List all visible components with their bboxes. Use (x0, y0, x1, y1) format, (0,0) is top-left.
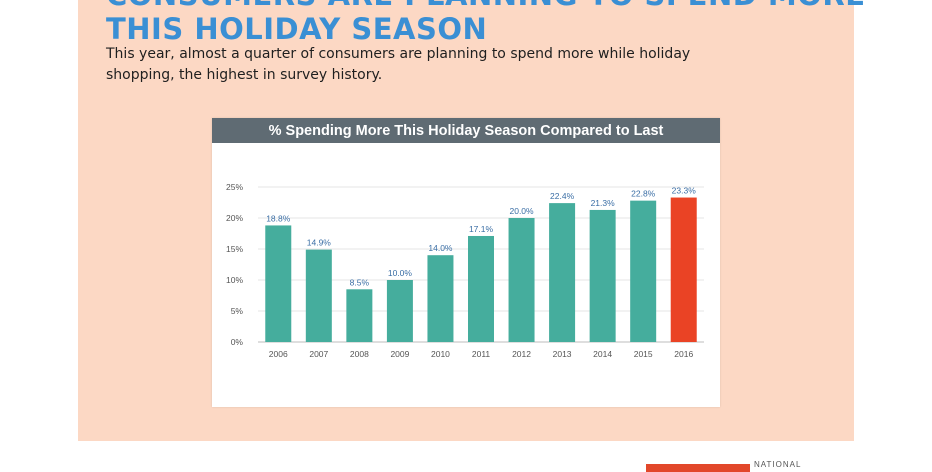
bar-2007 (305, 249, 332, 342)
y-tick-label: 5% (231, 306, 244, 316)
x-tick-label: 2016 (674, 349, 693, 359)
bar-2006 (265, 225, 292, 342)
bar-2015 (630, 200, 657, 342)
data-label: 17.1% (469, 224, 494, 234)
bar-2012 (508, 218, 535, 342)
subtitle: This year, almost a quarter of consumers… (106, 46, 691, 83)
chart-card: % Spending More This Holiday Season Comp… (212, 118, 720, 407)
x-tick-label: 2006 (269, 349, 288, 359)
y-tick-label: 20% (226, 213, 243, 223)
x-tick-label: 2011 (472, 349, 491, 359)
data-label: 22.4% (550, 191, 575, 201)
bar-2014 (589, 209, 616, 342)
x-tick-label: 2009 (390, 349, 409, 359)
data-label: 10.0% (388, 268, 413, 278)
data-label: 14.9% (307, 238, 332, 248)
bar-chart: 0% 5% 10% 15% 20% 25% 18.8% 2006 14.9% 2007 8.5% 20… (226, 182, 704, 359)
nrf-logo: NATIONAL (646, 460, 816, 472)
data-label: 18.8% (266, 213, 291, 223)
bar-2008 (346, 289, 373, 342)
bar-2009 (386, 280, 413, 342)
y-tick-label: 0% (231, 337, 244, 347)
bar-2011 (468, 235, 494, 342)
bar-2016 (670, 197, 697, 342)
data-label: 14.0% (428, 243, 453, 253)
logo-text: NATIONAL (754, 460, 802, 469)
x-tick-label: 2014 (593, 349, 612, 359)
chart-title: % Spending More This Holiday Season Comp… (212, 118, 720, 143)
y-tick-label: 15% (226, 244, 243, 254)
x-tick-label: 2008 (350, 349, 369, 359)
logo-mark (646, 464, 750, 472)
x-tick-label: 2012 (512, 349, 531, 359)
headline-line-2: THIS HOLIDAY SEASON (106, 12, 488, 46)
data-label: 21.3% (591, 198, 616, 208)
bar-2010 (427, 255, 454, 342)
y-tick-label: 25% (226, 182, 243, 192)
x-tick-label: 2015 (634, 349, 653, 359)
x-tick-label: 2013 (553, 349, 572, 359)
y-tick-label: 10% (226, 275, 243, 285)
headline-line-1: CONSUMERS ARE PLANNING TO SPEND MORE (106, 0, 866, 12)
x-tick-label: 2010 (431, 349, 450, 359)
data-label: 22.8% (631, 189, 656, 199)
data-label: 8.5% (350, 277, 370, 287)
x-tick-label: 2007 (309, 349, 328, 359)
data-label: 23.3% (672, 186, 697, 196)
bar-2013 (549, 203, 576, 342)
data-label: 20.0% (509, 206, 534, 216)
